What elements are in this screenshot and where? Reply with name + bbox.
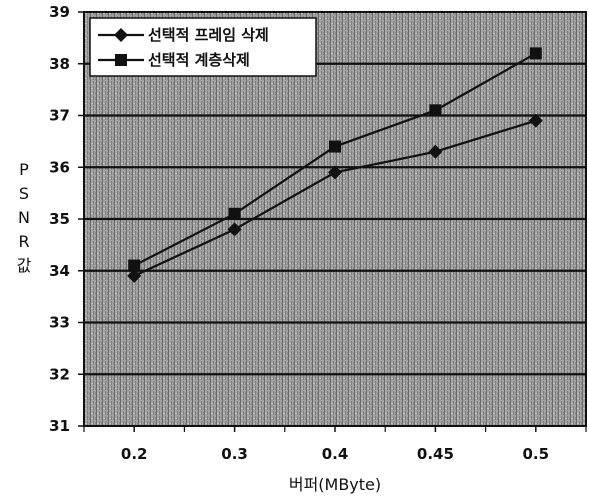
y-tick-label: 31: [49, 417, 70, 435]
legend-marker: [114, 28, 128, 42]
x-tick-label: 0.3: [221, 445, 248, 463]
legend-label: 선택적 계층삭제: [148, 51, 250, 69]
series-group: [127, 47, 543, 283]
y-tick-label: 32: [49, 365, 70, 383]
data-point: [428, 144, 443, 159]
x-axis-ticks: 0.2 0.3 0.4 0.45 0.5: [83, 426, 587, 463]
x-tick-label: 0.2: [121, 445, 148, 463]
data-point: [329, 140, 341, 153]
data-point: [528, 113, 543, 128]
y-tick-label: 36: [49, 158, 70, 176]
data-point: [328, 165, 342, 180]
y-tick-label: 35: [49, 210, 70, 228]
x-tick-label: 0.4: [322, 445, 349, 463]
y-axis-label-char: P: [19, 160, 29, 179]
legend-marker: [115, 54, 127, 66]
data-point: [128, 259, 141, 272]
y-tick-label: 34: [49, 262, 70, 280]
series-2: [128, 47, 542, 272]
x-tick-label: 0.5: [523, 445, 550, 463]
y-tick-label: 38: [49, 55, 70, 73]
legend-label: 선택적 프레임 삭제: [148, 26, 269, 44]
y-axis-label-char: R: [18, 232, 29, 251]
y-tick-label: 39: [49, 3, 70, 21]
data-point: [429, 104, 442, 117]
y-tick-label: 37: [49, 107, 70, 125]
legend-item: 선택적 프레임 삭제: [98, 26, 269, 44]
data-point: [127, 268, 142, 283]
data-point: [227, 222, 242, 237]
x-tick-label: 0.45: [417, 445, 454, 463]
data-point: [529, 47, 542, 60]
legend-box: [89, 17, 317, 77]
legend-item: 선택적 계층삭제: [98, 51, 250, 69]
x-axis-label: 버퍼(MByte): [289, 475, 381, 494]
y-axis-label-char: N: [18, 208, 30, 227]
y-axis-label-char: 값: [17, 256, 32, 275]
data-point: [228, 207, 241, 220]
series-1: [127, 113, 543, 283]
y-axis-ticks: 31 32 33 34 35 36 37 38 39: [49, 3, 84, 435]
y-axis-label-char: S: [19, 184, 29, 203]
y-tick-label: 33: [49, 314, 70, 332]
